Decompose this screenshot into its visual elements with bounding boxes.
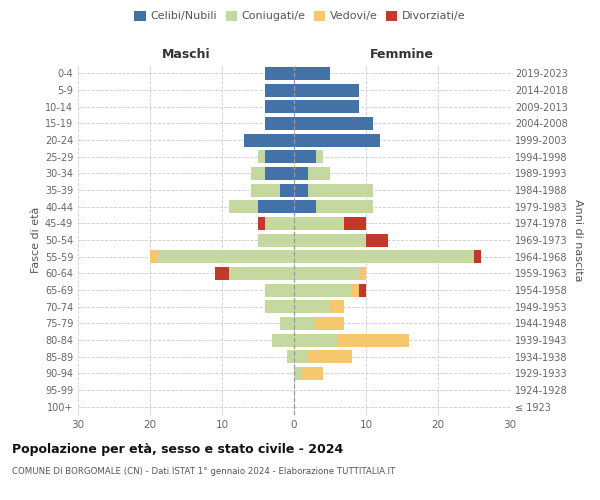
Bar <box>294 317 316 330</box>
Y-axis label: Anni di nascita: Anni di nascita <box>573 198 583 281</box>
Bar <box>359 267 366 280</box>
Bar <box>294 217 344 230</box>
Text: COMUNE DI BORGOMALE (CN) - Dati ISTAT 1° gennaio 2024 - Elaborazione TUTTITALIA.: COMUNE DI BORGOMALE (CN) - Dati ISTAT 1°… <box>12 468 395 476</box>
Bar <box>244 134 294 146</box>
Bar <box>280 317 294 330</box>
Bar <box>294 250 474 263</box>
Text: Femmine: Femmine <box>370 48 434 62</box>
Bar <box>251 167 265 180</box>
Bar <box>265 100 294 113</box>
Bar <box>294 334 337 346</box>
Bar <box>215 267 229 280</box>
Bar <box>301 367 323 380</box>
Bar <box>316 200 373 213</box>
Text: Popolazione per età, sesso e stato civile - 2024: Popolazione per età, sesso e stato civil… <box>12 442 343 456</box>
Bar <box>330 300 344 313</box>
Bar <box>265 67 294 80</box>
Bar <box>308 350 352 363</box>
Bar <box>294 84 359 96</box>
Bar <box>294 100 359 113</box>
Bar <box>150 250 157 263</box>
Bar <box>366 234 388 246</box>
Bar <box>265 284 294 296</box>
Bar <box>294 367 301 380</box>
Bar <box>280 184 294 196</box>
Bar <box>265 217 294 230</box>
Bar <box>294 350 308 363</box>
Bar <box>258 150 265 163</box>
Bar <box>294 67 330 80</box>
Bar <box>258 234 294 246</box>
Bar <box>294 134 380 146</box>
Bar <box>337 334 409 346</box>
Text: Maschi: Maschi <box>161 48 211 62</box>
Bar <box>229 200 258 213</box>
Bar <box>316 317 344 330</box>
Bar <box>474 250 481 263</box>
Bar <box>265 84 294 96</box>
Bar <box>294 117 373 130</box>
Bar <box>294 300 330 313</box>
Bar <box>344 217 366 230</box>
Bar <box>294 167 308 180</box>
Bar <box>359 284 366 296</box>
Bar <box>258 200 294 213</box>
Bar <box>352 284 359 296</box>
Bar <box>316 150 323 163</box>
Bar <box>294 267 359 280</box>
Bar <box>265 150 294 163</box>
Y-axis label: Fasce di età: Fasce di età <box>31 207 41 273</box>
Bar <box>265 300 294 313</box>
Bar <box>308 167 330 180</box>
Bar <box>308 184 373 196</box>
Bar <box>265 117 294 130</box>
Bar <box>287 350 294 363</box>
Bar <box>258 217 265 230</box>
Bar <box>294 150 316 163</box>
Bar <box>251 184 280 196</box>
Bar <box>229 267 294 280</box>
Legend: Celibi/Nubili, Coniugati/e, Vedovi/e, Divorziati/e: Celibi/Nubili, Coniugati/e, Vedovi/e, Di… <box>134 10 466 22</box>
Bar <box>294 184 308 196</box>
Bar <box>157 250 294 263</box>
Bar <box>265 167 294 180</box>
Bar <box>272 334 294 346</box>
Bar <box>294 284 352 296</box>
Bar <box>294 234 366 246</box>
Bar <box>294 200 316 213</box>
